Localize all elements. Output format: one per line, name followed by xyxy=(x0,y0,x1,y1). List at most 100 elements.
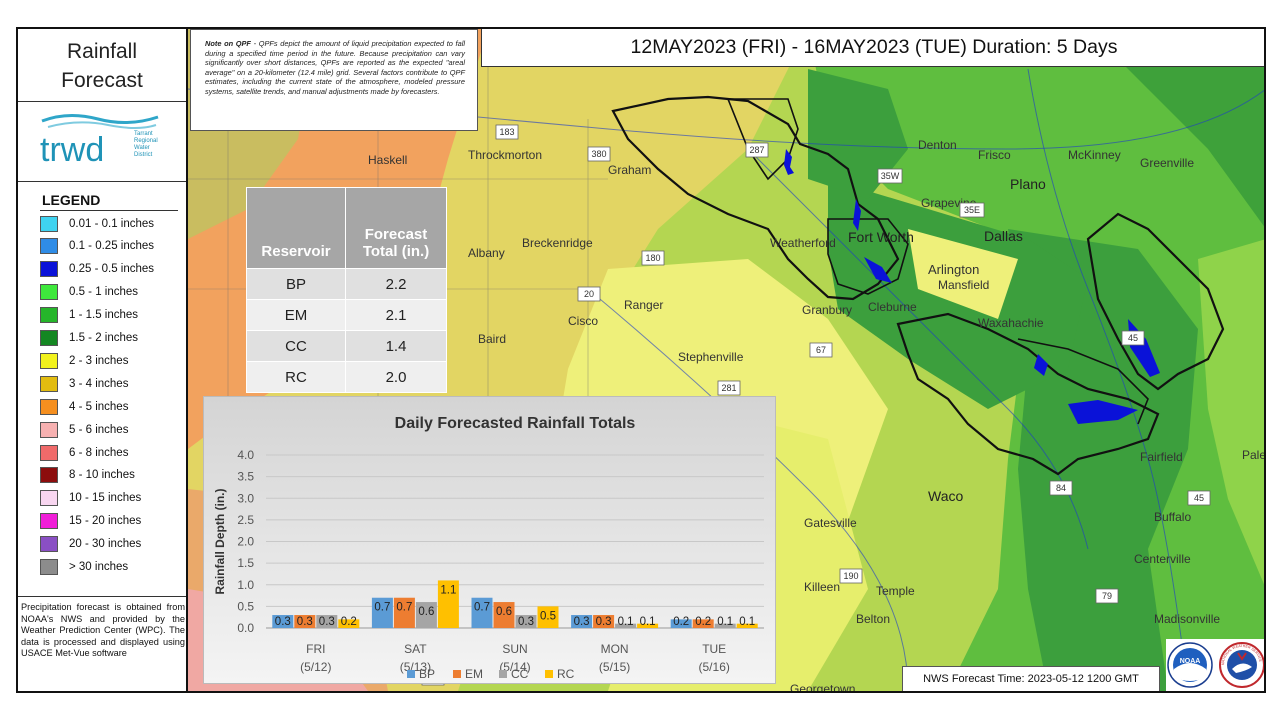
col-header-reservoir: Reservoir xyxy=(246,187,346,269)
table-row: RC 2.0 xyxy=(246,361,447,393)
city-label: Waxahachie xyxy=(978,316,1044,330)
highway-label: 84 xyxy=(1056,483,1066,493)
y-axis-label: Rainfall Depth (in.) xyxy=(213,489,227,595)
city-label: Frisco xyxy=(978,148,1011,162)
y-tick-label: 2.5 xyxy=(237,513,254,527)
legend-item: 0.1 - 0.25 inches xyxy=(40,238,154,255)
city-label: Fort Worth xyxy=(848,229,914,245)
reservoir-table: Reservoir Forecast Total (in.) BP 2.2 EM 2.… xyxy=(246,187,447,393)
city-label: Denton xyxy=(918,138,957,152)
data-source-note: Precipitation forecast is obtained from … xyxy=(21,602,185,659)
nws-logo-icon: NATIONAL WEATHER SERVICE xyxy=(1219,642,1264,688)
reservoir-name: RC xyxy=(246,361,346,393)
bar xyxy=(515,615,537,628)
noaa-logo-icon: NOAA xyxy=(1167,642,1213,688)
legend-swatch xyxy=(40,307,58,324)
qpf-note-text: - QPFs depict the amount of liquid preci… xyxy=(205,39,465,96)
col-header-line: Forecast xyxy=(364,226,428,243)
bar xyxy=(415,602,437,628)
chart-canvas: Daily Forecasted Rainfall Totals Rainfall… xyxy=(213,415,764,681)
highway-label: 183 xyxy=(499,127,514,137)
bar-data-label: 0.3 xyxy=(574,616,590,628)
legend-swatch xyxy=(40,352,58,369)
sidebar-title-line: Rainfall xyxy=(66,40,138,63)
highway-label: 67 xyxy=(816,345,826,355)
legend-label: 4 - 5 inches xyxy=(69,400,129,413)
legend-item: 1.5 - 2 inches xyxy=(40,330,138,347)
chart-legend-label: BP xyxy=(419,667,435,681)
bar-data-label: 0.2 xyxy=(341,616,357,628)
legend-swatch xyxy=(40,398,58,415)
legend-item: 5 - 6 inches xyxy=(40,421,128,438)
city-label: Albany xyxy=(468,246,505,260)
legend-item: 15 - 20 inches xyxy=(40,513,141,530)
bar xyxy=(393,597,415,628)
legend-label: 0.01 - 0.1 inches xyxy=(69,217,155,230)
divider xyxy=(18,181,186,182)
bar-data-label: 0.6 xyxy=(496,606,512,618)
legend-label: 0.1 - 0.25 inches xyxy=(69,240,155,253)
reservoir-name: EM xyxy=(246,299,346,331)
city-label: Mansfield xyxy=(938,278,989,292)
city-label: Gatesville xyxy=(804,516,857,530)
legend-swatch xyxy=(40,238,58,255)
legend-item: 2 - 3 inches xyxy=(40,352,128,369)
y-tick-label: 0.5 xyxy=(237,599,254,613)
highway-label: 281 xyxy=(721,383,736,393)
city-label: Breckenridge xyxy=(522,236,593,250)
legend-label: 5 - 6 inches xyxy=(69,423,129,436)
x-tick-label: SAT xyxy=(404,642,427,656)
nws-forecast-time: NWS Forecast Time: 2023-05-12 1200 GMT xyxy=(902,666,1160,691)
highway-label: 20 xyxy=(584,289,594,299)
divider xyxy=(18,101,186,102)
highway-label: 35W xyxy=(881,171,900,181)
city-label: Ranger xyxy=(624,298,663,312)
bar-data-label: 0.2 xyxy=(673,616,689,628)
city-labels: Haskell Throckmorton Graham Denton Frisc… xyxy=(368,138,1264,691)
city-label: Temple xyxy=(876,584,915,598)
legend-label: 1 - 1.5 inches xyxy=(69,309,139,322)
bar-data-label: 0.2 xyxy=(695,616,711,628)
highway-label: 45 xyxy=(1128,333,1138,343)
bar-data-label: 0.1 xyxy=(717,616,733,628)
daily-rainfall-chart: Daily Forecasted Rainfall Totals Rainfall… xyxy=(203,396,776,684)
city-label: Weatherford xyxy=(770,236,836,250)
chart-legend-label: RC xyxy=(557,667,575,681)
sidebar-title: Rainfall Forecast xyxy=(18,37,186,95)
city-label: McKinney xyxy=(1068,148,1121,162)
table-row: EM 2.1 xyxy=(246,299,447,331)
table-row: CC 1.4 xyxy=(246,330,447,362)
trwd-logo: trwd Tarrant Regional Water District xyxy=(40,114,159,169)
agency-seals: NOAA NATIONAL WEATHER SERVICE xyxy=(1166,639,1264,691)
highway-label: 45 xyxy=(1194,493,1204,503)
bar xyxy=(294,615,316,628)
logo-text: trwd xyxy=(40,131,104,169)
legend-swatch xyxy=(40,375,58,392)
bar-data-label: 0.5 xyxy=(540,610,556,622)
sidebar-title-line: Forecast xyxy=(61,69,143,92)
sidebar: Rainfall Forecast trwd Tarrant Regional … xyxy=(18,29,188,691)
bar xyxy=(338,619,360,628)
y-tick-label: 3.0 xyxy=(237,491,254,505)
legend-item: 20 - 30 inches xyxy=(40,536,141,553)
city-label: Killeen xyxy=(804,580,840,594)
bar xyxy=(437,580,459,628)
legend-item: 0.01 - 0.1 inches xyxy=(40,215,154,232)
legend-swatch xyxy=(40,536,58,553)
legend-swatch xyxy=(40,215,58,232)
legend-swatch xyxy=(499,670,507,678)
legend-item: 6 - 8 inches xyxy=(40,444,128,461)
city-label: Graham xyxy=(608,163,651,177)
legend-swatch xyxy=(407,670,415,678)
y-tick-label: 1.5 xyxy=(237,556,254,570)
legend-label: 1.5 - 2 inches xyxy=(69,332,139,344)
bar xyxy=(736,623,758,628)
city-label: Granbury xyxy=(802,303,852,317)
y-tick-label: 3.5 xyxy=(237,470,254,484)
highway-label: 79 xyxy=(1102,591,1112,601)
city-label: Dallas xyxy=(984,228,1023,244)
legend-item: 3 - 4 inches xyxy=(40,375,128,392)
bar xyxy=(714,623,736,628)
legend-label: 0.25 - 0.5 inches xyxy=(69,263,155,276)
city-label: Baird xyxy=(478,332,506,346)
